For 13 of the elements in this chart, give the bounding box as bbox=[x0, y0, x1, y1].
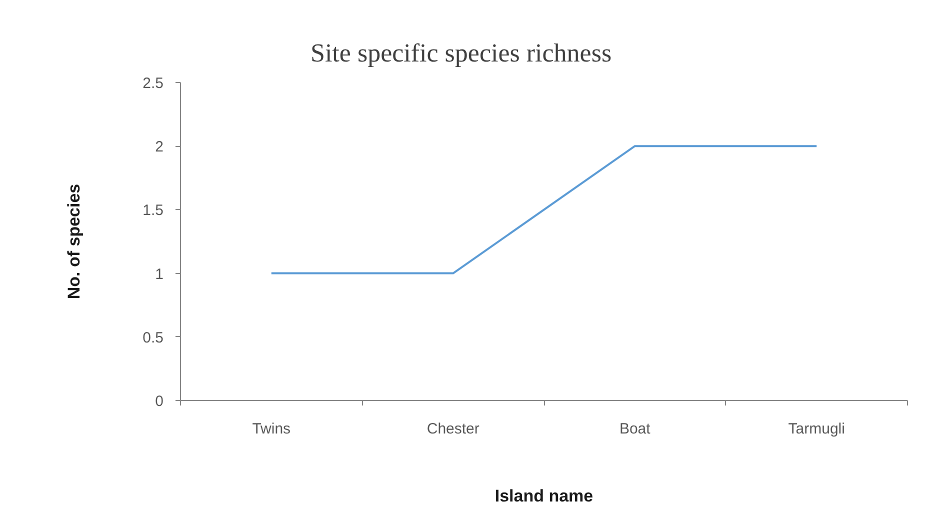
x-tick-label: Chester bbox=[426, 420, 480, 438]
y-tick-label: 0.5 bbox=[142, 329, 164, 346]
y-tick-label: 0 bbox=[155, 393, 164, 410]
x-tick-label: Tarmugli bbox=[788, 420, 845, 438]
x-axis-title: Island name bbox=[494, 486, 594, 506]
x-tick-label: Twins bbox=[252, 420, 291, 438]
chart-title: Site specific species richness bbox=[310, 38, 612, 68]
y-tick-label: 2.5 bbox=[142, 75, 164, 92]
x-tick-label: Boat bbox=[619, 420, 652, 438]
y-tick-label: 1.5 bbox=[142, 202, 164, 220]
y-tick-label: 1 bbox=[155, 266, 164, 283]
y-axis-title: No. of species bbox=[64, 184, 84, 300]
y-tick-label: 2 bbox=[155, 138, 164, 156]
